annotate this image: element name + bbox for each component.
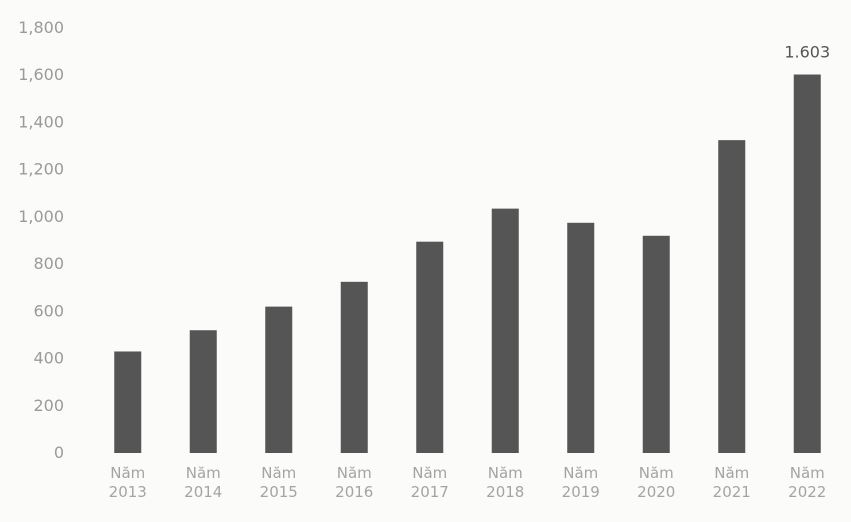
x-tick-label: Năm 2013 [109, 464, 147, 501]
data-label: 1.603 [784, 43, 830, 62]
bar [491, 208, 519, 453]
bar [416, 241, 444, 453]
bars [114, 74, 821, 453]
x-tick-label: Năm 2019 [562, 464, 600, 501]
x-tick-label: Năm 2014 [184, 464, 222, 501]
y-tick-label: 1,800 [18, 18, 64, 37]
bar [114, 351, 142, 453]
x-tick-label: Năm 2020 [637, 464, 675, 501]
y-tick-label: 200 [33, 396, 64, 415]
y-tick-label: 1,200 [18, 160, 64, 179]
bar [340, 281, 368, 453]
y-tick-label: 0 [54, 443, 64, 462]
x-tick-label: Năm 2017 [411, 464, 449, 501]
x-tick-label: Năm 2018 [486, 464, 524, 501]
y-tick-label: 1,000 [18, 207, 64, 226]
y-tick-label: 1,600 [18, 65, 64, 84]
x-tick-label: Năm 2021 [713, 464, 751, 501]
y-tick-label: 600 [33, 301, 64, 320]
bar [718, 140, 746, 453]
data-labels: 1.603 [784, 43, 830, 62]
bar [642, 235, 670, 453]
y-tick-label: 400 [33, 349, 64, 368]
y-axis: 0 200 400 600 800 1,000 1,200 1,400 1,600 1,800 [18, 18, 64, 462]
x-axis: Năm 2013 Năm 2014 Năm 2015 Năm 2016 Năm 2017 Năm 20… [109, 464, 827, 501]
y-tick-label: 800 [33, 254, 64, 273]
bar [189, 330, 217, 453]
x-tick-label: Năm 2015 [260, 464, 298, 501]
bar [793, 74, 821, 453]
x-tick-label: Năm 2022 [788, 464, 826, 501]
x-tick-label: Năm 2016 [335, 464, 373, 501]
y-tick-label: 1,400 [18, 112, 64, 131]
bar [265, 306, 293, 453]
bar [567, 222, 595, 453]
